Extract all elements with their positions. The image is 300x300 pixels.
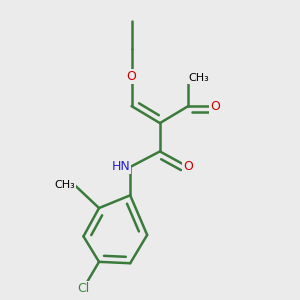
Text: HN: HN (111, 160, 130, 173)
Text: O: O (183, 160, 193, 173)
Text: CH₃: CH₃ (188, 73, 209, 83)
Text: O: O (127, 70, 136, 83)
Text: Cl: Cl (77, 282, 90, 295)
Text: CH₃: CH₃ (54, 180, 75, 190)
Text: O: O (210, 100, 220, 112)
